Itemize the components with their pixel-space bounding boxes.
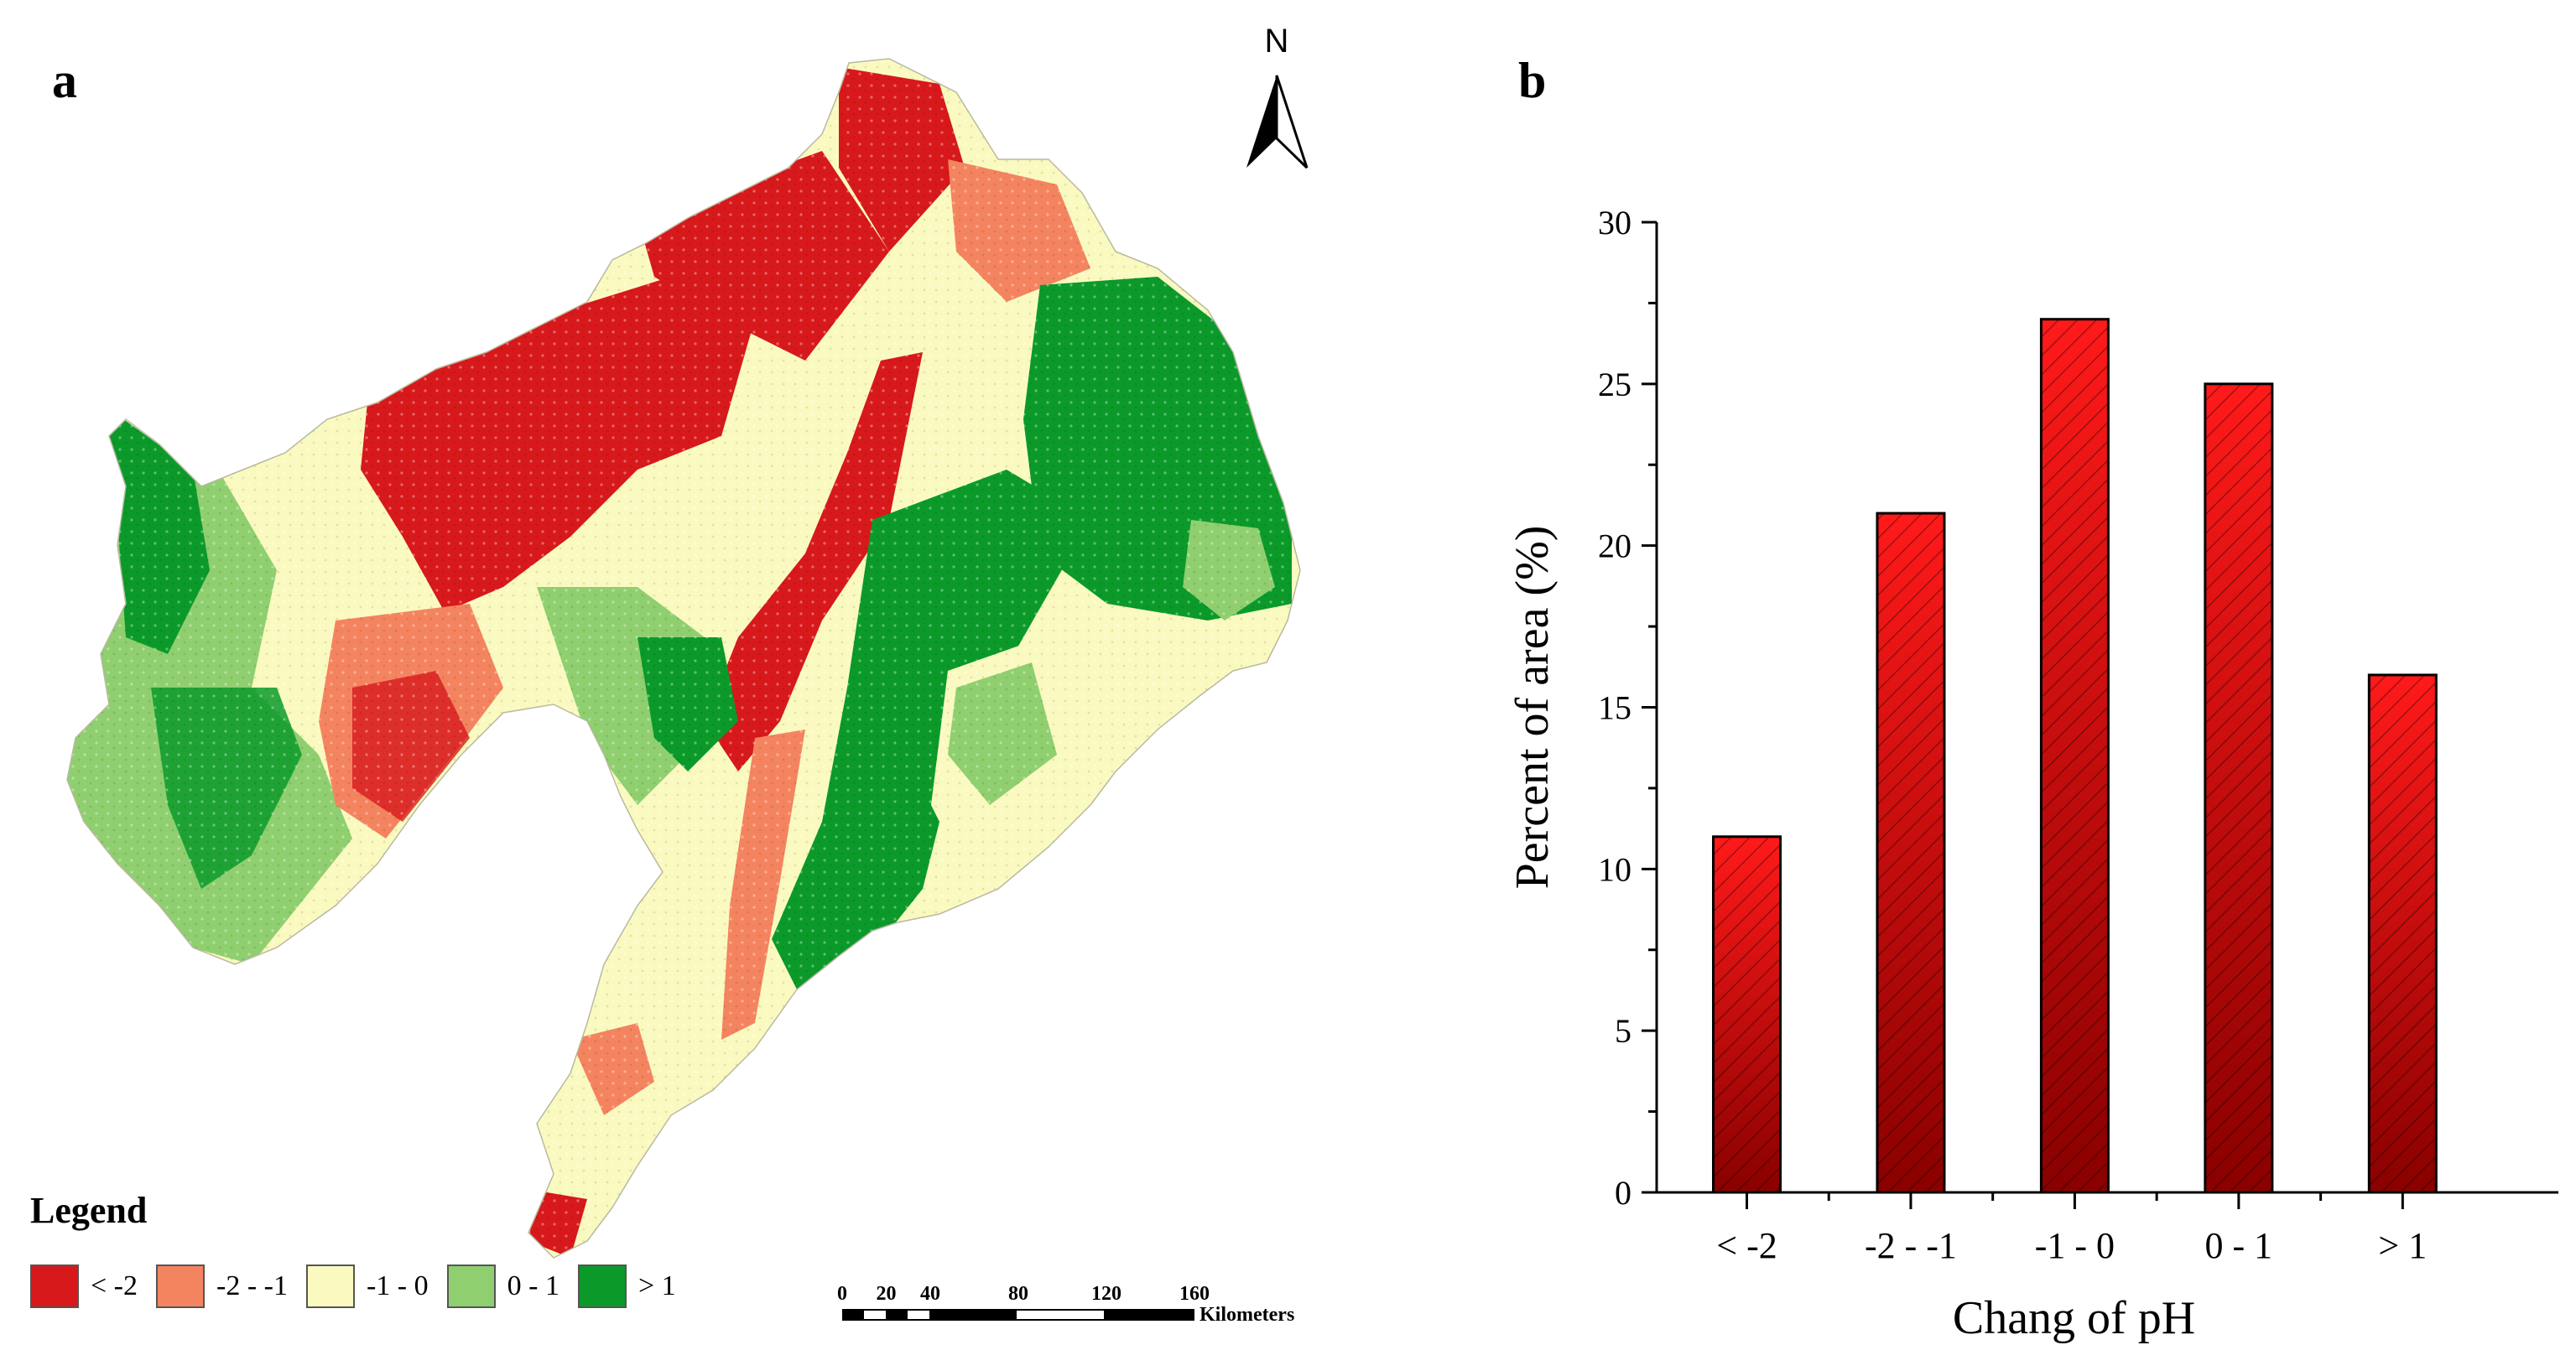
scale-tick-label: 0	[837, 1283, 847, 1305]
legend-item: -2 - -1	[156, 1265, 288, 1308]
map-texture	[67, 59, 1300, 1258]
scale-tick-label: 160	[1179, 1283, 1210, 1305]
bar-hatch	[1876, 513, 1944, 1192]
bar-hatch	[1713, 836, 1781, 1192]
legend-label: -2 - -1	[216, 1270, 288, 1301]
x-tick-label: > 1	[2378, 1225, 2427, 1266]
legend-item: -1 - 0	[305, 1265, 429, 1308]
legend-item: 0 - 1	[446, 1265, 559, 1308]
x-tick-label: 0 - 1	[2205, 1225, 2273, 1266]
legend-item: > 1	[577, 1265, 676, 1308]
bar-hatch	[2041, 319, 2109, 1193]
north-arrow: N	[1246, 23, 1309, 169]
scale-unit: Kilometers	[1200, 1304, 1294, 1326]
x-tick-label: -1 - 0	[2035, 1225, 2115, 1266]
north-arrow-label: N	[1265, 23, 1289, 60]
y-tick-label: 30	[1598, 204, 1631, 241]
legend-label: 0 - 1	[507, 1270, 559, 1301]
legend-swatch	[30, 1265, 79, 1308]
y-tick-label: 5	[1615, 1012, 1631, 1050]
y-tick-label: 10	[1598, 850, 1631, 888]
legend-label: > 1	[637, 1270, 676, 1301]
legend-label: < -2	[91, 1270, 138, 1301]
scale-bar-segment-white-3	[1017, 1311, 1104, 1319]
scale-bar: 0 20 40 80 120 160 Kilometers	[837, 1283, 1294, 1326]
panel-b-label: b	[1518, 53, 1547, 108]
bar-chart: 0 5 10 15 20 25 30 < -2 -2 - -1 -1 - 0 0 - 1 > 1 Cha…	[1507, 204, 2558, 1344]
y-tick-label: 15	[1598, 689, 1631, 727]
scale-tick-label: 80	[1008, 1283, 1028, 1305]
north-arrow-left-half	[1246, 75, 1277, 168]
y-tick-label: 0	[1615, 1174, 1631, 1212]
y-tick-label: 25	[1598, 366, 1631, 403]
chart-panel: b 0 5 10 15 20 25 30 < -2 -2 - -1 -1 - 0 0 - 1 > 1 C…	[1334, 0, 2576, 1371]
y-tick-label: 20	[1598, 527, 1631, 565]
legend-label: -1 - 0	[366, 1270, 429, 1301]
scale-tick-label: 40	[920, 1283, 940, 1305]
scale-bar-segment-white-1	[864, 1311, 886, 1319]
bar-hatch	[2369, 674, 2437, 1192]
legend: < -2 -2 - -1 -1 - 0 0 - 1 > 1	[30, 1265, 695, 1308]
legend-title: Legend	[30, 1190, 148, 1231]
soil-ph-change-map: N 0 20 40 80 120 160 Kilometers	[66, 23, 1309, 1326]
legend-swatch	[577, 1265, 627, 1308]
scale-bar-segment-white-2	[908, 1311, 929, 1319]
x-axis-title: Chang of pH	[1953, 1292, 2195, 1344]
legend-swatch	[305, 1265, 355, 1308]
legend-item: < -2	[30, 1265, 138, 1308]
map-regions	[67, 59, 1300, 1258]
scale-tick-label: 20	[877, 1283, 897, 1305]
map-panel: a	[30, 23, 1309, 1326]
legend-swatch	[446, 1265, 496, 1308]
legend-swatch	[156, 1265, 205, 1308]
scale-tick-label: 120	[1091, 1283, 1121, 1305]
y-axis-title: Percent of area (%)	[1507, 526, 1559, 890]
x-tick-label: -2 - -1	[1865, 1225, 1957, 1266]
panel-a-label: a	[52, 53, 77, 108]
bar-hatch	[2204, 383, 2272, 1192]
north-arrow-right-half	[1275, 75, 1309, 169]
x-tick-label: < -2	[1716, 1225, 1777, 1266]
